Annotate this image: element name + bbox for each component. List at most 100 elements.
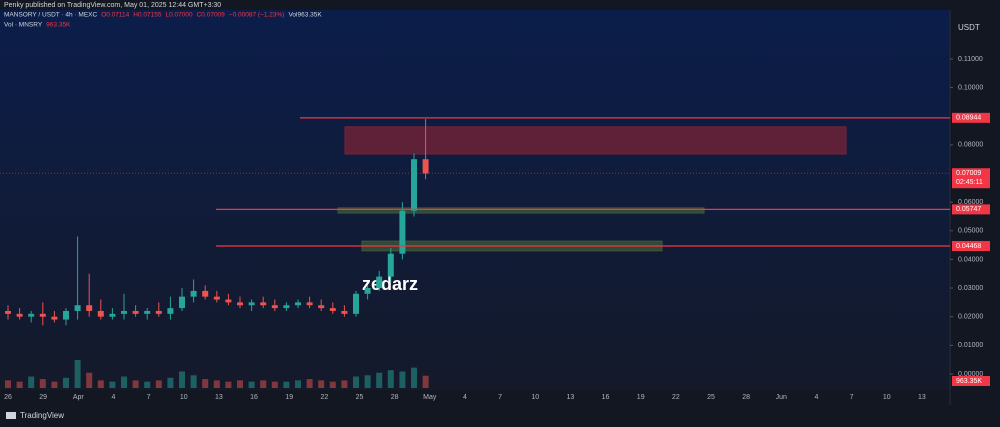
x-tick-label: 10	[531, 394, 539, 401]
volume-bar	[144, 381, 151, 388]
ohlc-value: C0.07009	[197, 12, 226, 19]
zone	[344, 126, 847, 155]
x-tick-label: 25	[356, 394, 364, 401]
volume-bar	[155, 380, 162, 388]
volume-bar	[190, 375, 197, 388]
candle-body	[318, 305, 325, 309]
x-tick-label: 16	[602, 394, 610, 401]
candle-body	[225, 299, 232, 303]
level-label-text: 0.08944	[956, 115, 981, 122]
candle-body	[74, 305, 81, 311]
ohlc-value: L0.07000	[165, 12, 192, 19]
level-label	[952, 204, 990, 215]
candle-body	[376, 276, 383, 289]
candle-body	[155, 310, 162, 314]
candle-body	[51, 316, 58, 320]
volume-bar	[271, 381, 278, 388]
volume-tag	[952, 376, 990, 386]
candle-body	[97, 310, 104, 317]
x-tick-label: 7	[850, 394, 854, 401]
zone	[337, 207, 705, 214]
x-tick-label: 19	[637, 394, 645, 401]
volume-bar	[167, 377, 174, 388]
level-label-text: 0.04468	[956, 243, 981, 250]
published-line: Penky published on TradingView.com, May …	[4, 2, 221, 9]
logo-icon	[6, 412, 16, 419]
volume-bar	[28, 376, 35, 388]
x-tick-label: 4	[814, 394, 818, 401]
x-tick-label: 19	[285, 394, 293, 401]
candle-body	[16, 313, 23, 317]
volume-bar	[179, 371, 185, 388]
volume-bar	[132, 380, 139, 388]
ohlc-value: O0.07114	[101, 12, 129, 19]
volume-bar	[5, 380, 11, 388]
y-tick-label: 0.03000	[958, 285, 983, 292]
y-tick-label: 0.01000	[958, 342, 983, 349]
volume-bar	[213, 380, 220, 388]
candle-body	[5, 310, 11, 314]
candle-body	[364, 288, 371, 294]
candle-body	[39, 313, 46, 317]
vol-indicator: Vol · MNSRY	[4, 22, 43, 29]
x-tick-label: 22	[672, 394, 680, 401]
last-price-box	[952, 168, 990, 189]
candle-body	[190, 290, 197, 297]
currency[interactable]: USDT	[958, 23, 980, 32]
volume-bar	[121, 376, 127, 388]
volume-bar	[63, 377, 69, 388]
volume-bar	[422, 375, 429, 388]
countdown: 02:45:11	[956, 179, 983, 186]
x-tick-label: 10	[180, 394, 188, 401]
y-tick-label: 0.08000	[958, 142, 983, 149]
symbol: MANSORY / USDT · 4h · MEXC	[4, 12, 97, 19]
volume-bar	[387, 370, 394, 388]
x-tick-label: 16	[250, 394, 258, 401]
volume-bar	[306, 379, 313, 388]
volume-tag-text: 963.35K	[956, 378, 982, 385]
level-label	[952, 112, 990, 123]
x-tick-label: 13	[918, 394, 926, 401]
volume-bar	[248, 381, 255, 388]
candle-body	[121, 310, 127, 314]
candle-body	[202, 290, 209, 297]
candle-body	[387, 253, 394, 277]
footer-logo[interactable]: TradingView	[20, 411, 64, 420]
candle-body	[132, 310, 139, 314]
x-tick-label: 7	[498, 394, 502, 401]
volume-bar	[97, 380, 104, 388]
y-tick-label: 0.06000	[958, 199, 983, 206]
volume-bar	[283, 381, 290, 388]
volume-bar	[353, 376, 359, 388]
change: −0.00087 (−1.23%)	[229, 12, 285, 19]
candle-body	[283, 305, 290, 309]
x-tick-label: 22	[320, 394, 328, 401]
volume-bar	[39, 379, 46, 388]
volume-bar	[295, 380, 301, 388]
volume-bar	[364, 375, 371, 388]
candle-body	[109, 313, 116, 317]
x-tick-label: 28	[391, 394, 399, 401]
y-tick-label: 0.00000	[958, 371, 983, 378]
chart-pane	[0, 10, 950, 390]
y-tick-label: 0.11000	[958, 56, 983, 63]
candle-body	[179, 296, 185, 309]
candle-body	[63, 310, 69, 320]
x-tick-label: 13	[215, 394, 223, 401]
x-tick-label: 25	[707, 394, 715, 401]
volume-bar	[399, 371, 406, 388]
candle-body	[422, 159, 429, 174]
x-tick-label: May	[423, 394, 437, 401]
candle-body	[237, 302, 243, 306]
candle-body	[329, 308, 336, 311]
ohlc-value: H0.07155	[133, 12, 162, 19]
volume-bar	[237, 380, 243, 388]
candle-body	[295, 302, 301, 306]
volume-bar	[16, 381, 23, 388]
x-tick-label: Apr	[73, 394, 85, 401]
level-label	[952, 241, 990, 252]
volume: Vol963.35K	[288, 12, 322, 19]
volume-bar	[260, 380, 267, 388]
candle-body	[271, 305, 278, 309]
